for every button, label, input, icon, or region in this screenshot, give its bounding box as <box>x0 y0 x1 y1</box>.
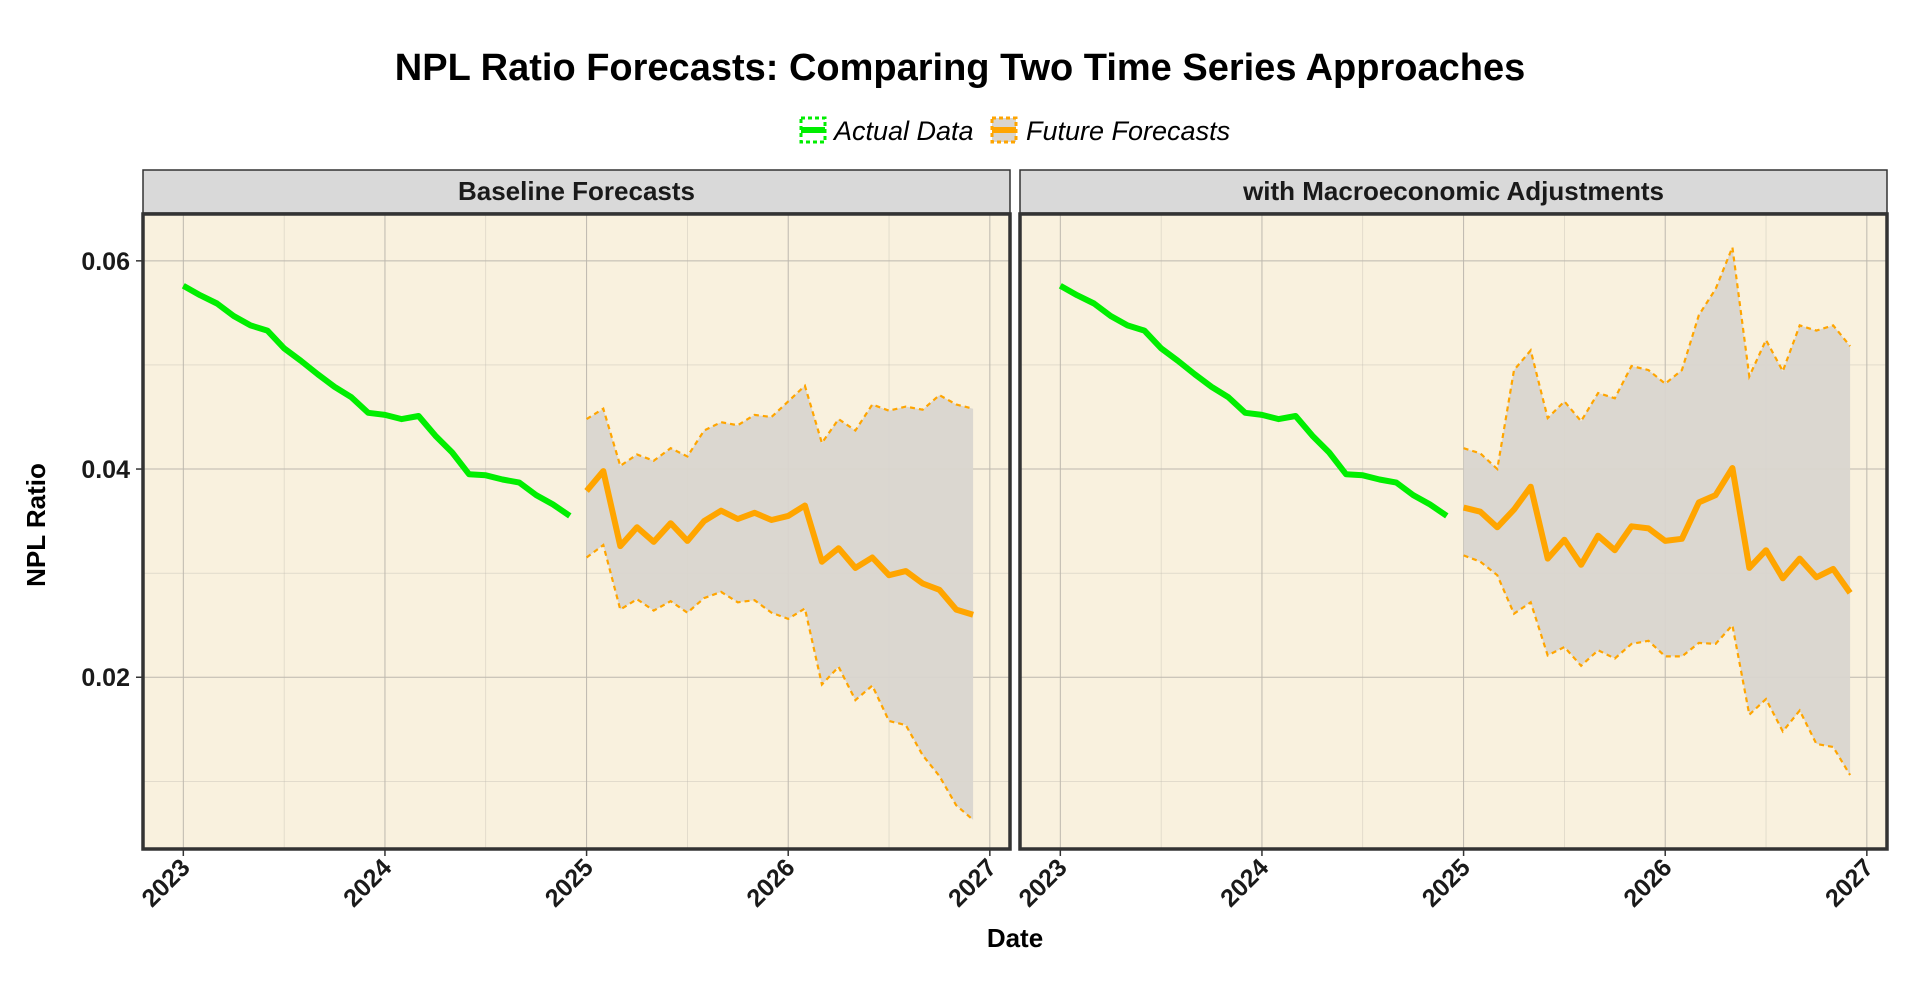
panel-strip-label: Baseline Forecasts <box>458 176 695 206</box>
x-tick-label: 2025 <box>1417 853 1476 912</box>
x-tick-label: 2023 <box>136 853 195 912</box>
panel-strip <box>1019 169 1888 214</box>
forecast-upper-bound-line <box>1463 242 1851 472</box>
forecast-lower-bound-line <box>1463 554 1852 776</box>
y-axis-title: NPL Ratio <box>21 463 51 587</box>
forecast-lower-bound-line <box>585 543 974 821</box>
legend-label-actual: Actual Data <box>832 116 974 146</box>
legend-item-actual: Actual Data <box>799 116 974 146</box>
y-tick-label: 0.02 <box>81 664 130 692</box>
panel-1: Baseline Forecasts 2023 2024 2025 2026 2027 0.… <box>81 169 1012 913</box>
x-axis-title: Date <box>987 923 1043 953</box>
panel-border <box>1018 212 1889 851</box>
y-tick-label: 0.04 <box>81 456 130 484</box>
y-tick-label: 0.06 <box>81 248 130 276</box>
x-tick-label: 2027 <box>943 853 1002 912</box>
panel-2: with Macroeconomic Adjustments 2023 2024 20… <box>1013 169 1889 913</box>
forecast-line <box>1462 465 1853 595</box>
legend-label-forecast: Future Forecasts <box>1026 116 1230 146</box>
x-tick-label: 2025 <box>540 853 599 912</box>
legend: Actual Data Future Forecasts <box>799 116 1230 146</box>
forecast-upper-bound-line <box>586 383 974 468</box>
forecast-interval-ribbon <box>586 385 974 820</box>
panel-strip-label: with Macroeconomic Adjustments <box>1242 176 1664 206</box>
panels: Baseline Forecasts 2023 2024 2025 2026 2027 0.… <box>81 169 1889 913</box>
forecast-interval-ribbon <box>1463 247 1851 776</box>
x-tick-label: 2024 <box>1215 853 1274 912</box>
actual-data-line <box>1058 283 1449 519</box>
panel-border <box>141 212 1012 851</box>
panel-strip <box>142 169 1011 214</box>
x-tick-label: 2026 <box>1618 853 1677 912</box>
x-tick-label: 2027 <box>1820 853 1879 912</box>
x-tick-label: 2023 <box>1013 853 1072 912</box>
forecast-line <box>584 468 974 618</box>
chart-title: NPL Ratio Forecasts: Comparing Two Time … <box>395 47 1525 89</box>
legend-item-forecast: Future Forecasts <box>990 116 1230 146</box>
x-tick-label: 2024 <box>338 853 397 912</box>
actual-data-line <box>181 283 572 519</box>
x-tick-label: 2026 <box>741 853 800 912</box>
